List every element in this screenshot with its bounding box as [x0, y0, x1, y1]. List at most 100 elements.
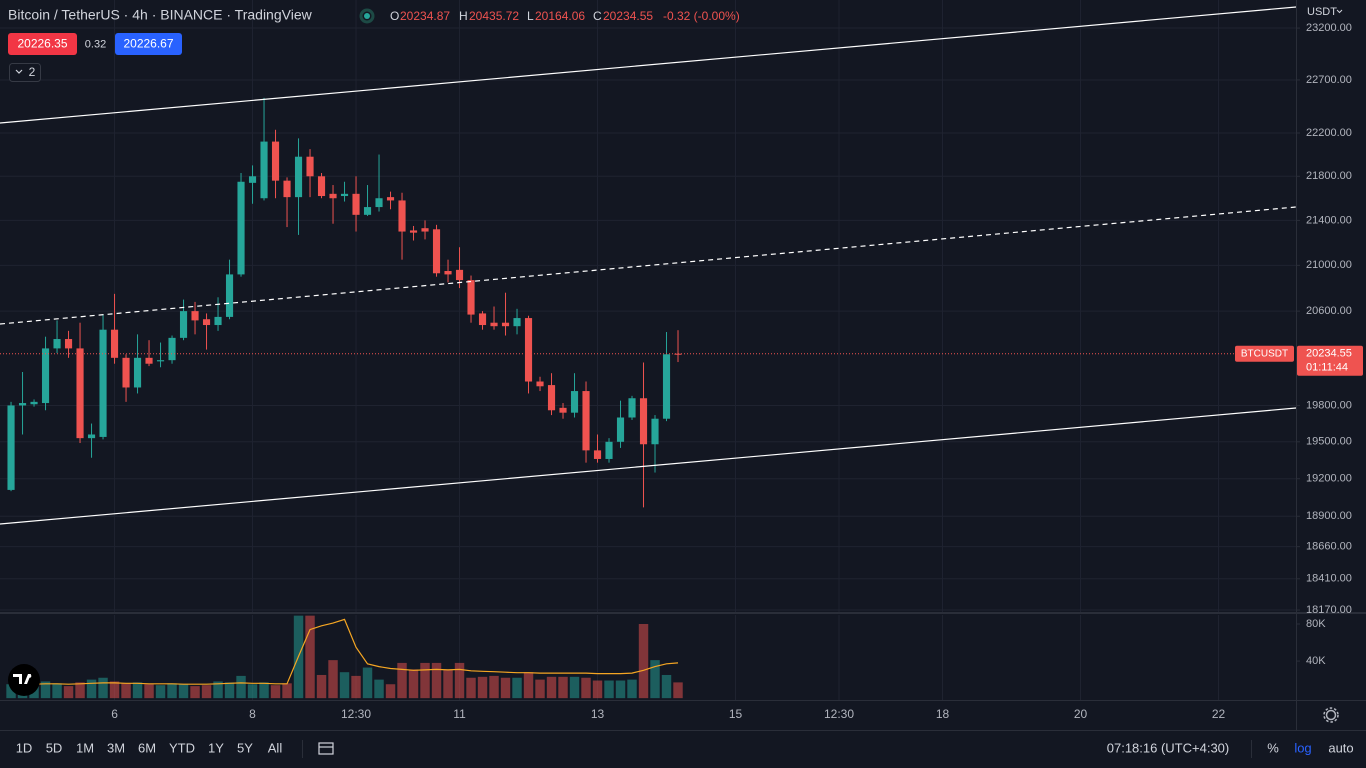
candle-body: [582, 391, 590, 451]
last-price-label: 20234.55: [1306, 348, 1352, 360]
volume-bar: [270, 685, 281, 699]
range-button[interactable]: 1Y: [208, 740, 224, 755]
range-button[interactable]: 5D: [46, 740, 63, 755]
candles: [0, 97, 1296, 508]
volume-bar: [316, 674, 327, 699]
date-range-icon[interactable]: [318, 742, 334, 755]
candle-body: [260, 141, 268, 199]
volume-bar: [282, 683, 292, 699]
ohlc-label: O: [390, 9, 399, 23]
volume-bar: [132, 682, 143, 699]
volume-bar: [86, 679, 97, 699]
volume-bar: [500, 677, 511, 699]
indicator-toggle[interactable]: [9, 63, 41, 82]
candle-body: [628, 398, 636, 418]
volume-bar: [109, 681, 120, 699]
candle-body: [478, 313, 487, 326]
channel-middle[interactable]: [0, 206, 1297, 325]
volume-bar: [627, 679, 637, 699]
candle-body: [179, 311, 188, 338]
settings-icon-teeth: [1323, 707, 1339, 723]
y-tick-label: 22200.00: [1306, 127, 1352, 139]
volume-bar: [6, 684, 16, 699]
volume-bar: [374, 679, 384, 699]
ohlc-value: 20164.06: [535, 9, 585, 23]
ohlc-value: 20234.55: [603, 9, 653, 23]
y-tick-label: 18170.00: [1306, 604, 1352, 616]
buy-button[interactable]: [115, 33, 182, 55]
candle-body: [559, 407, 567, 413]
range-button[interactable]: 1D: [16, 740, 33, 755]
x-tick-label: 12:30: [824, 707, 854, 721]
y-tick-label: 21400.00: [1306, 214, 1352, 226]
candle-body: [156, 360, 165, 362]
auto-toggle[interactable]: auto: [1328, 740, 1353, 755]
x-tick-label: 18: [936, 707, 950, 721]
y-tick-label: 19800.00: [1306, 399, 1352, 411]
tv-logo-mark: [13, 674, 31, 684]
x-tick-label: 8: [249, 707, 256, 721]
clock[interactable]: 07:18:16 (UTC+4:30): [1107, 740, 1229, 755]
volume-bar: [121, 683, 131, 699]
sell-price: 20226.35: [17, 37, 67, 51]
range-button[interactable]: 1M: [76, 740, 94, 755]
volume-tick-label: 80K: [1306, 618, 1326, 630]
candle-body: [455, 269, 464, 281]
symbol-badge-label: BTCUSDT: [1241, 348, 1288, 359]
range-button[interactable]: 5Y: [237, 740, 253, 755]
candle-body: [7, 405, 15, 490]
volume-bar: [638, 623, 649, 699]
volume-bar: [546, 676, 557, 699]
indicator-count: 2: [29, 65, 36, 79]
volume-bar: [259, 682, 269, 699]
volume-bar: [604, 680, 614, 699]
candle-body: [306, 156, 314, 177]
volume-tick-label: 40K: [1306, 655, 1326, 667]
volume-bar: [443, 669, 453, 699]
buy-price: 20226.67: [123, 37, 173, 51]
candle-body: [110, 329, 119, 358]
log-toggle[interactable]: log: [1294, 740, 1311, 755]
market-status[interactable]: [359, 8, 375, 24]
channel-lower[interactable]: [0, 407, 1297, 525]
volume-bar: [581, 677, 591, 699]
candle-body: [547, 385, 556, 411]
currency-selector[interactable]: USDT: [1307, 6, 1337, 18]
volume-bar: [558, 676, 568, 699]
volume-bar: [408, 669, 419, 699]
y-tick-label: 19200.00: [1306, 473, 1352, 485]
ohlc-value: 20234.87: [400, 9, 450, 23]
volume-bar: [535, 679, 545, 699]
candle-body: [409, 230, 418, 233]
settings-icon[interactable]: [1325, 709, 1337, 721]
candle-body: [490, 322, 498, 327]
volume-bar: [351, 675, 361, 699]
ohlc-change: -0.32 (-0.00%): [663, 9, 740, 23]
candle-body: [18, 403, 27, 406]
range-button[interactable]: All: [268, 740, 283, 755]
candle-body: [386, 197, 395, 201]
volume-bar: [213, 681, 223, 699]
volume-bar: [673, 682, 683, 699]
sell-button[interactable]: [8, 33, 77, 55]
percent-toggle[interactable]: %: [1267, 740, 1279, 755]
candle-body: [87, 434, 96, 439]
range-button[interactable]: 6M: [138, 740, 156, 755]
range-button[interactable]: YTD: [169, 740, 195, 755]
candle-body: [513, 318, 521, 327]
x-tick-label: 22: [1212, 707, 1226, 721]
candle-body: [444, 270, 452, 275]
channel-upper[interactable]: [0, 6, 1297, 124]
bar-countdown: 01:11:44: [1306, 362, 1348, 374]
tv-logo[interactable]: [8, 664, 40, 696]
candle-body: [467, 280, 475, 315]
volume-bar: [569, 676, 580, 699]
volume-bar: [385, 684, 396, 699]
candle-body: [133, 357, 142, 388]
chevron: [1336, 9, 1343, 14]
range-button[interactable]: 3M: [107, 740, 125, 755]
candle-body: [214, 316, 222, 326]
volume-bar: [178, 684, 189, 699]
volume-bar: [247, 684, 258, 699]
candle-body: [191, 311, 199, 321]
